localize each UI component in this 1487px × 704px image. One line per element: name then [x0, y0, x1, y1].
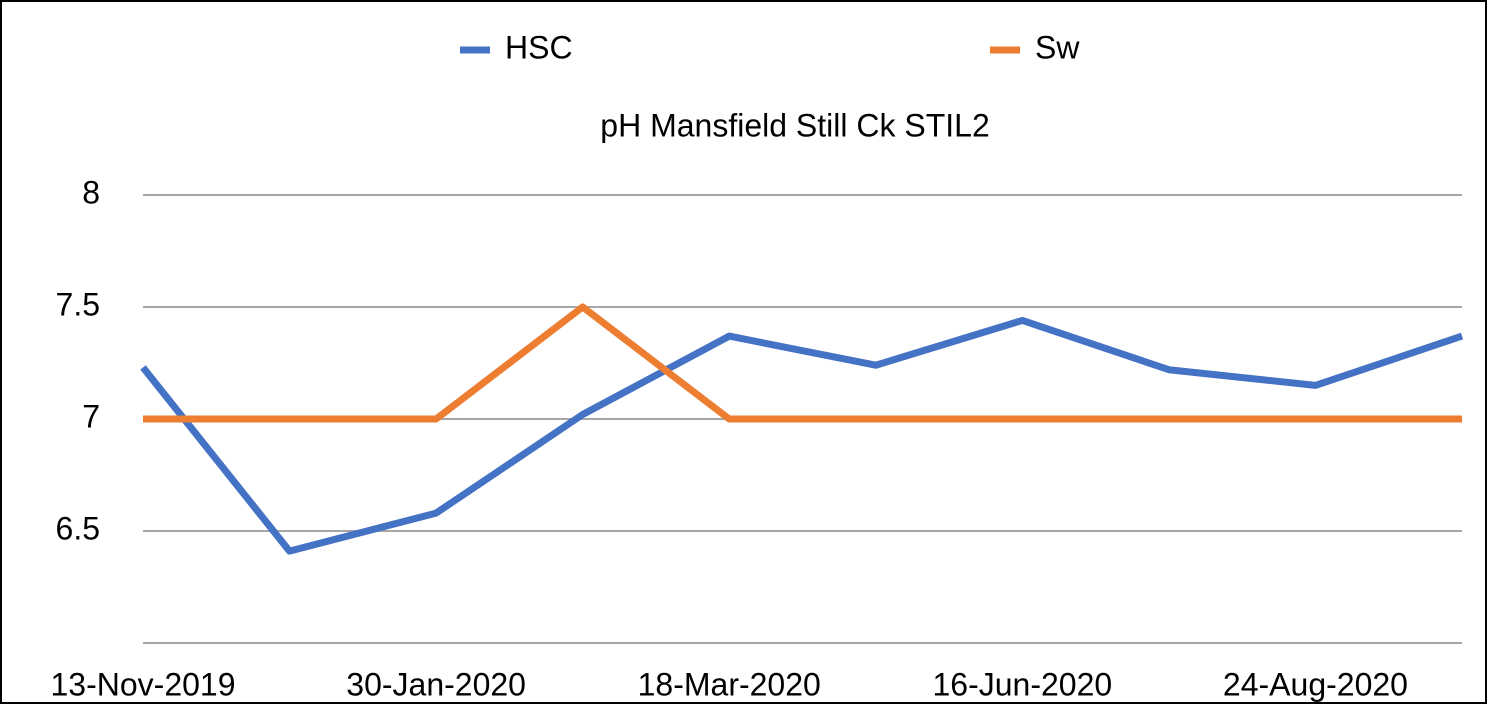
y-tick-label: 7.5 — [56, 286, 100, 322]
x-tick-label: 18-Mar-2020 — [638, 666, 821, 702]
y-tick-label: 8 — [82, 174, 100, 210]
y-tick-label: 6.5 — [56, 510, 100, 546]
x-tick-label: 30-Jan-2020 — [346, 666, 526, 702]
legend-label: HSC — [505, 29, 573, 65]
data-line — [143, 303, 1462, 423]
x-tick-label: 24-Aug-2020 — [1223, 666, 1408, 702]
legend-label: Sw — [1035, 29, 1080, 65]
x-tick-label: 16-Jun-2020 — [932, 666, 1112, 702]
y-tick-label: 7 — [82, 398, 100, 434]
x-tick-label: 13-Nov-2019 — [51, 666, 236, 702]
data-line — [140, 316, 1464, 555]
chart-title: pH Mansfield Still Ck STIL2 — [600, 107, 989, 143]
